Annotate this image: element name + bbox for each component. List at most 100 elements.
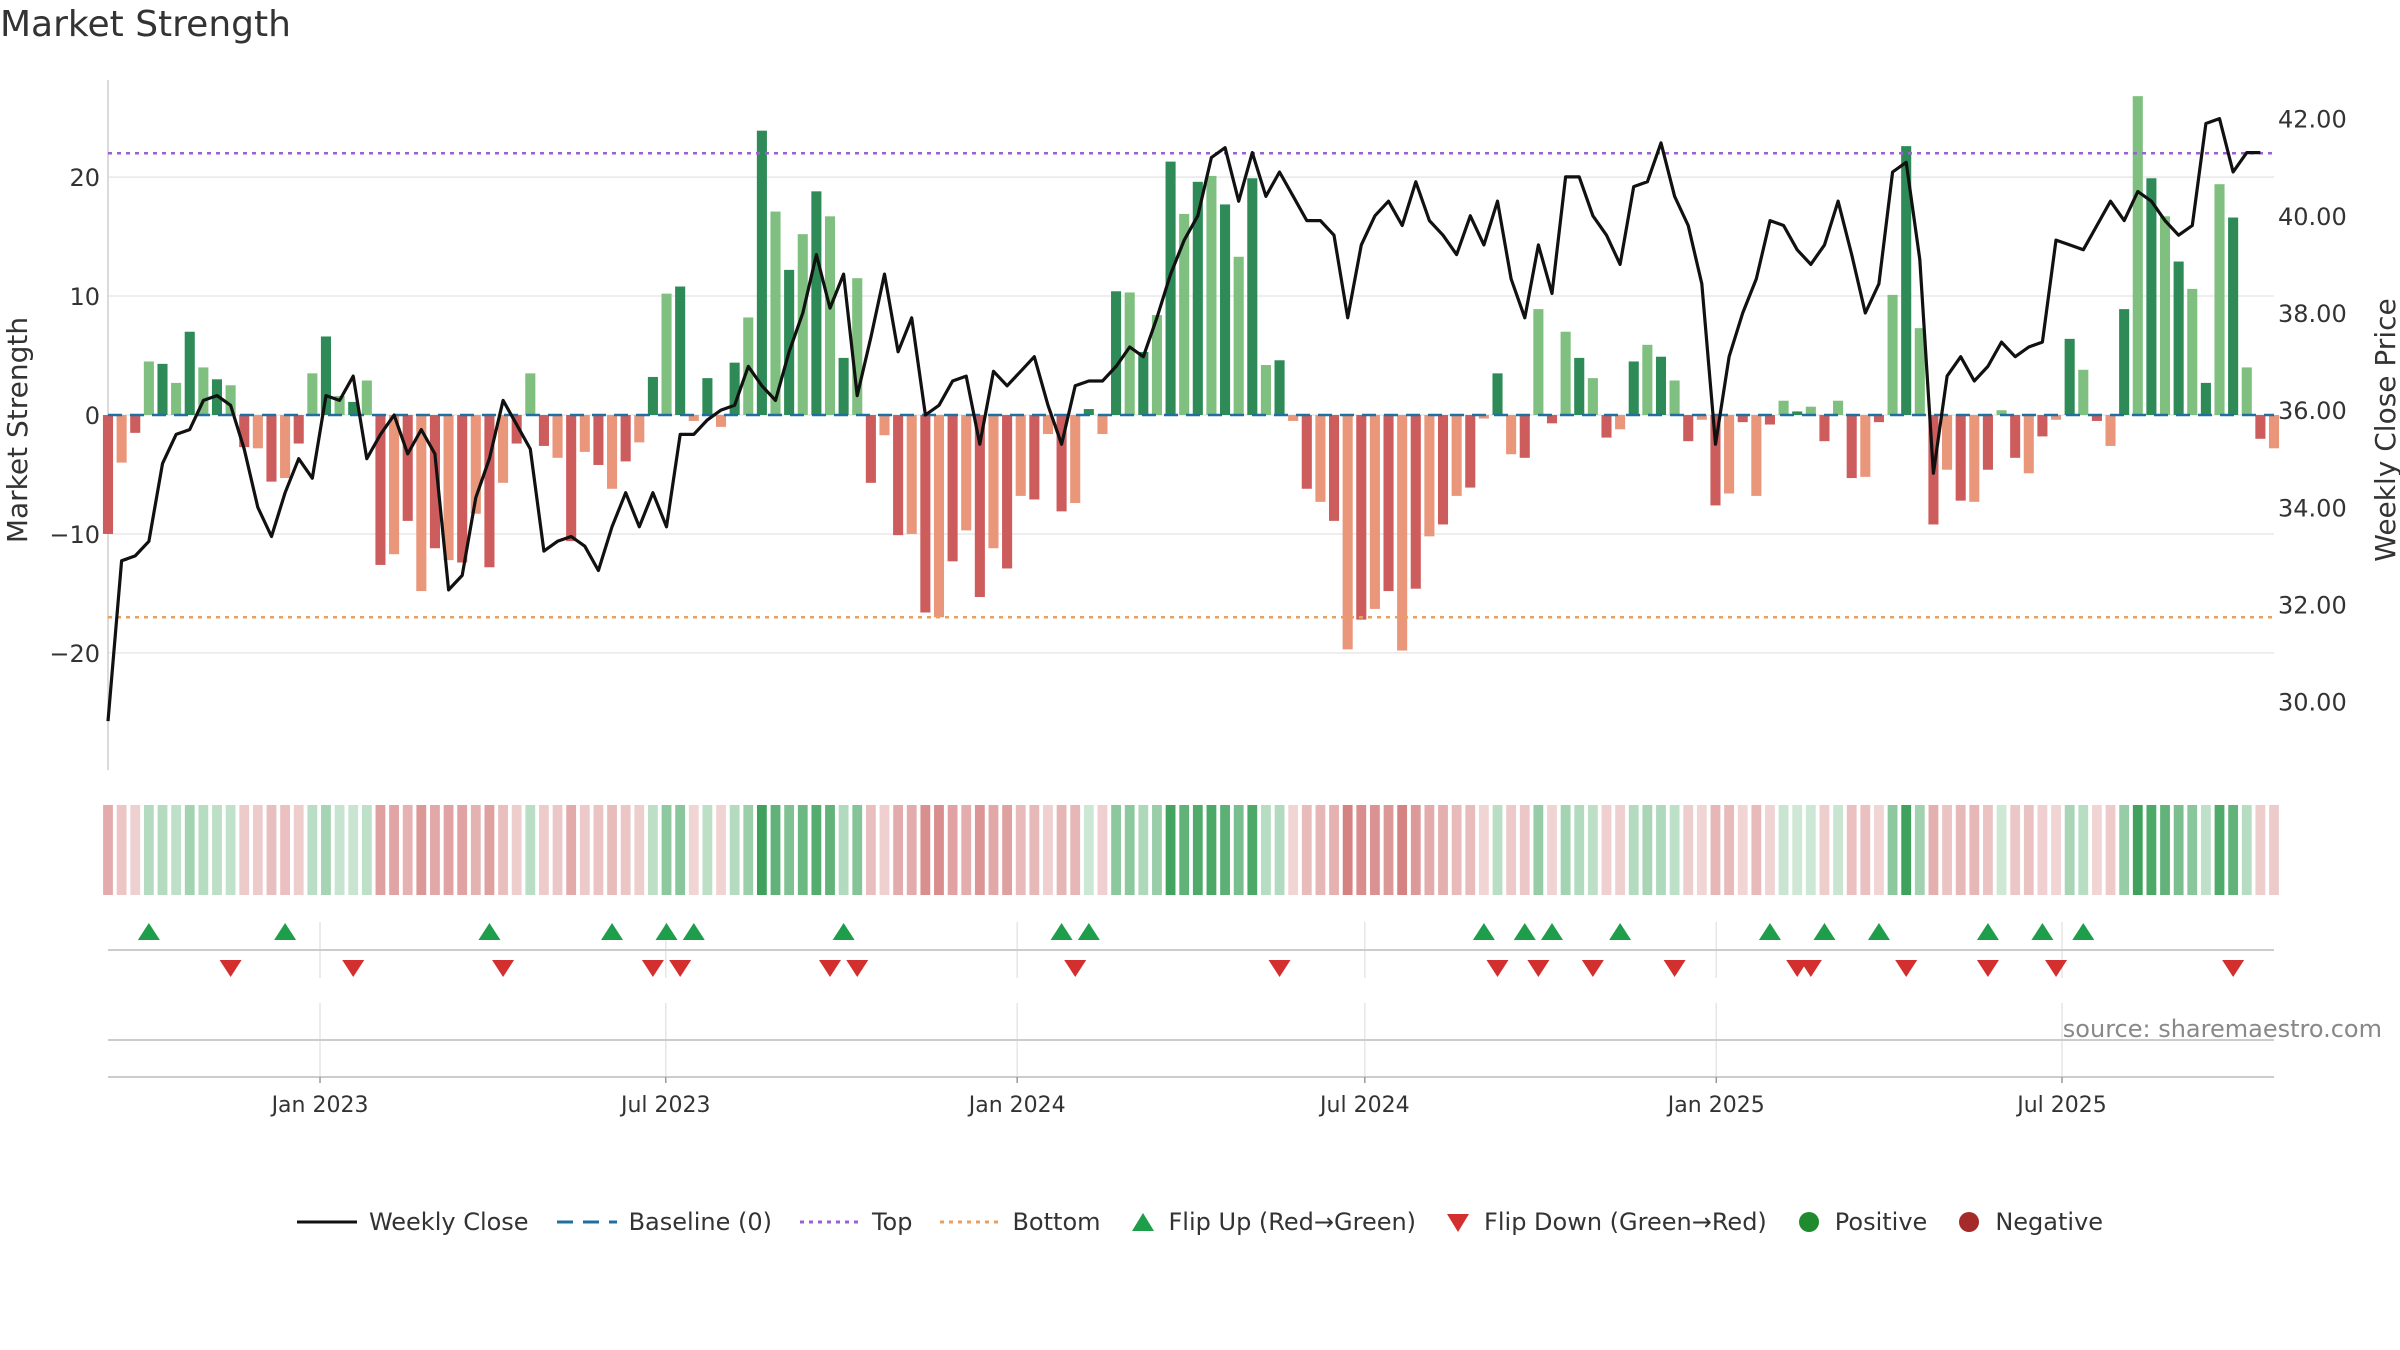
chart-legend: Weekly Close Baseline (0) Top Bottom Flip Up… (0, 1208, 2400, 1236)
heat-strip-cell (1656, 805, 1666, 895)
flip-down-marker (1799, 960, 1822, 977)
heat-strip-cell (184, 805, 195, 895)
x-tick-label: Jul 2024 (1318, 1093, 1410, 1118)
x-tick-label: Jan 2025 (1666, 1093, 1765, 1118)
strength-bar (1356, 415, 1367, 620)
heat-strip-cell (1955, 805, 1966, 895)
strength-bar (784, 269, 795, 415)
legend-item: Negative (1955, 1208, 2103, 1236)
heat-strip-cell (1983, 805, 1993, 895)
strength-bar (2023, 415, 2034, 474)
heat-strip-cell (1329, 805, 1339, 895)
flip-up-marker (1609, 923, 1632, 940)
legend-label: Bottom (1012, 1208, 1101, 1236)
strength-bar (1996, 410, 2007, 415)
strength-bar (1737, 415, 1748, 423)
heat-strip-cell (1383, 805, 1394, 895)
strength-bar (157, 363, 168, 415)
heat-strip-cell (1029, 805, 1040, 895)
heat-strip-cell (1805, 805, 1816, 895)
heat-strip-cell (321, 805, 331, 895)
strength-bar (1478, 415, 1489, 419)
heat-strip-cell (2241, 805, 2252, 895)
heat-strip-cell (1043, 805, 1053, 895)
strength-bar (416, 415, 427, 592)
heat-strip-cell (1152, 805, 1162, 895)
strength-bar (130, 415, 141, 433)
heat-strip-cell (1969, 805, 1980, 895)
heat-strip-cell (1233, 805, 1244, 895)
heat-strip-cell (1342, 805, 1353, 895)
flip-up-marker (682, 923, 705, 940)
heat-strip-cell (579, 805, 590, 895)
heat-strip-cell (2228, 805, 2239, 895)
strength-bar (1751, 415, 1762, 496)
flip-down-marker (819, 960, 841, 977)
strength-bar (1533, 309, 1544, 415)
heat-strip-cell (470, 805, 481, 895)
heat-strip-cell (361, 805, 372, 895)
heat-strip-cell (1724, 805, 1734, 895)
strength-bar (852, 278, 863, 415)
strength-bar (1437, 415, 1449, 525)
strength-bar (239, 415, 250, 448)
heat-strip-cell (2187, 805, 2198, 895)
strength-bar (457, 415, 468, 563)
heat-strip-cell (1070, 805, 1081, 895)
strength-bar (2159, 216, 2171, 415)
flip-up-marker (1050, 923, 1073, 940)
left-tick-label: 0 (85, 402, 100, 430)
strength-bar (443, 415, 454, 561)
heat-strip-cell (1506, 805, 1517, 895)
legend-swatch (1131, 1213, 1154, 1231)
strength-bar (143, 361, 154, 415)
strength-bar (1546, 415, 1558, 424)
legend-item: Bottom (940, 1208, 1101, 1236)
heat-strip-cell (1179, 805, 1190, 895)
heat-strip-cell (1220, 805, 1230, 895)
strength-bar (2187, 288, 2198, 415)
heat-strip-cell (934, 805, 944, 895)
strength-bar (184, 331, 195, 415)
flip-down-marker (1581, 960, 1604, 977)
strength-bar (1846, 415, 1857, 479)
flip-up-marker (1813, 923, 1836, 940)
flip-up-marker (1513, 923, 1536, 940)
heat-strip-cell (1751, 805, 1762, 895)
strength-bar (348, 401, 359, 415)
heat-strip-cell (1097, 805, 1108, 895)
strength-bar (334, 395, 345, 415)
heat-strip-cell (2119, 805, 2130, 895)
heat-strip-cell (2160, 805, 2170, 895)
strength-bar (1710, 415, 1721, 506)
strength-bar (1587, 378, 1598, 415)
heat-strip-cell (1206, 805, 1217, 895)
chart-title: Market Strength (0, 4, 291, 45)
heat-strip-cell (1301, 805, 1312, 895)
flip-up-marker (832, 923, 855, 940)
flip-up-marker (1472, 923, 1495, 940)
heat-strip-cell (1846, 805, 1857, 895)
strength-bar (1328, 415, 1340, 521)
strength-bar (225, 385, 236, 415)
flip-up-marker (274, 923, 297, 940)
heat-strip-cell (402, 805, 413, 895)
strength-bar (974, 415, 985, 598)
heat-strip-cell (280, 805, 290, 895)
strength-bar (1982, 415, 1993, 470)
heat-strip-cell (1547, 805, 1557, 895)
strength-bar (1628, 361, 1639, 415)
heat-strip-cell (1288, 805, 1299, 895)
strength-bar (661, 293, 672, 415)
strength-bar (1778, 400, 1789, 415)
strength-bar (1506, 415, 1517, 455)
flip-down-marker (1064, 960, 1087, 977)
heat-strip-cell (1778, 805, 1789, 895)
strength-bar (2214, 184, 2225, 415)
flip-down-marker (219, 960, 242, 977)
strength-bar (2228, 217, 2239, 415)
heat-strip-cell (1274, 805, 1285, 895)
right-tick-label: 36.00 (2278, 397, 2347, 425)
strength-bar (824, 216, 836, 415)
strength-bar (266, 415, 277, 482)
